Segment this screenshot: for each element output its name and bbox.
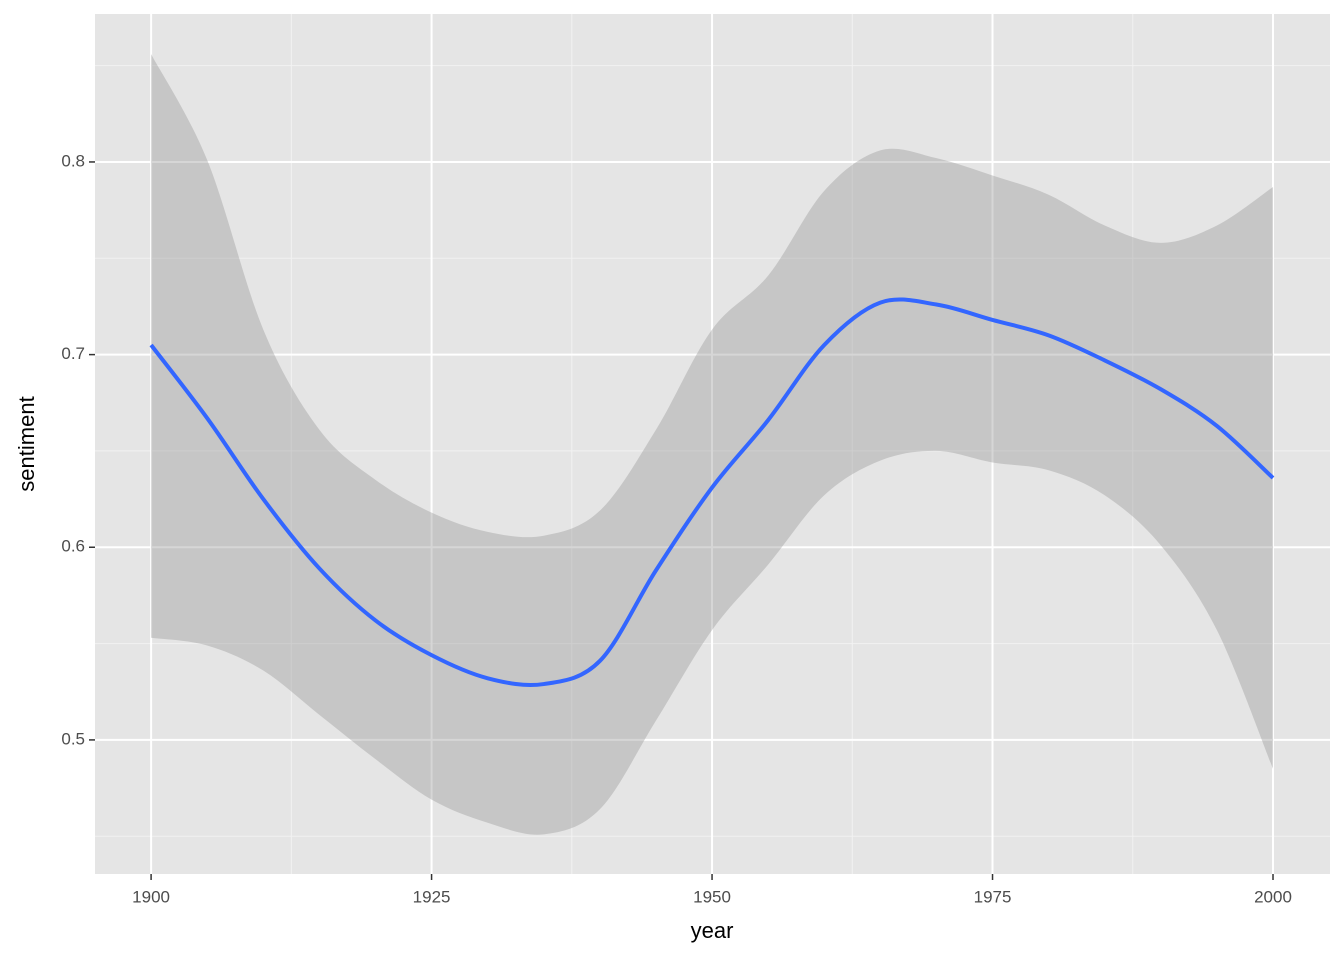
x-tick-label: 1975 [974,887,1012,906]
y-tick-label: 0.8 [61,151,85,170]
smooth-line [149,297,1275,688]
x-tick-label: 1950 [693,887,731,906]
y-tick-label: 0.7 [61,344,85,363]
x-tick-label: 2000 [1254,887,1292,906]
y-axis-title: sentiment [14,396,39,491]
x-tick-label: 1900 [132,887,170,906]
x-tick-label: 1925 [413,887,451,906]
x-axis-title: year [691,918,734,943]
y-tick-label: 0.6 [61,537,85,556]
confidence-band [151,54,1274,835]
y-tick-label: 0.5 [61,729,85,748]
